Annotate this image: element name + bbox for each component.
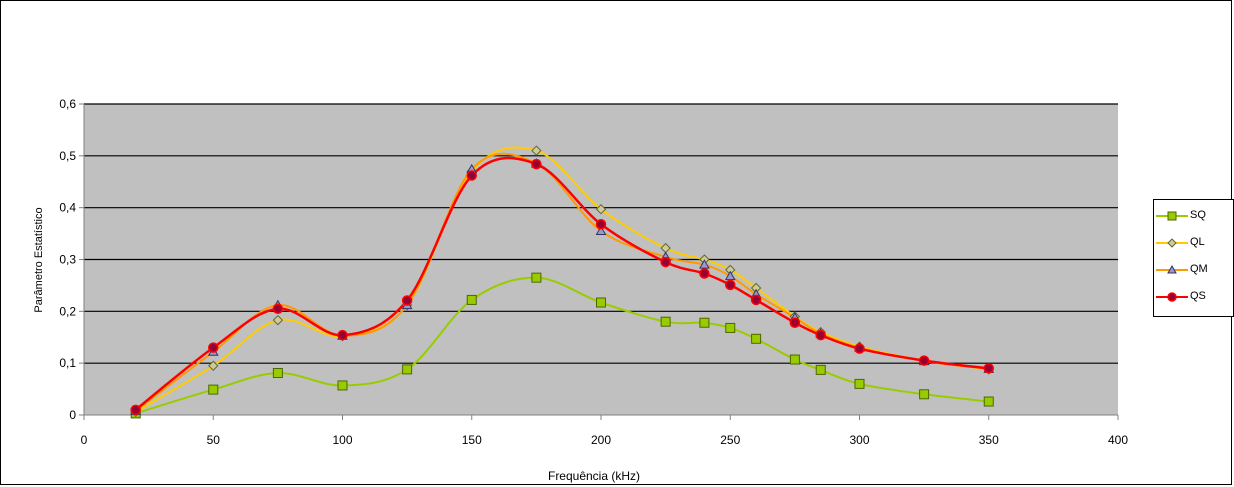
x-tick-label: 0 — [81, 433, 88, 447]
x-tick-label: 350 — [979, 433, 999, 447]
data-point-qm — [699, 259, 710, 269]
data-point-sq — [699, 317, 710, 328]
legend-label: QL — [1190, 236, 1205, 248]
data-point-qs — [789, 317, 801, 328]
series-line-ql — [135, 146, 989, 413]
data-point-ql — [531, 145, 542, 156]
legend-swatch-marker — [1167, 238, 1177, 248]
data-point-ql — [208, 360, 219, 371]
x-axis-title: Frequência (kHz) — [548, 469, 640, 483]
series-line-qm — [135, 152, 989, 412]
y-tick-label: 0,6 — [59, 97, 76, 111]
data-point-sq — [751, 333, 762, 344]
legend-swatch-qm — [1156, 264, 1188, 274]
data-point-qm — [724, 270, 736, 281]
data-point-sq — [815, 364, 826, 375]
data-point-qs — [466, 170, 477, 181]
data-point-sq — [272, 368, 283, 379]
data-point-sq — [660, 316, 671, 327]
data-point-sq — [854, 378, 865, 389]
legend-swatch-marker — [1167, 211, 1177, 221]
data-point-qs — [208, 342, 219, 353]
legend-swatch-qs — [1156, 292, 1188, 302]
data-point-qs — [725, 279, 736, 291]
x-tick-label: 100 — [332, 433, 352, 447]
data-point-sq — [531, 272, 542, 283]
legend-swatch-sq — [1156, 211, 1188, 221]
data-point-qs — [531, 158, 542, 170]
data-point-qs — [401, 295, 413, 306]
data-point-qs — [750, 294, 762, 306]
y-axis-title: Parâmetro Estatístico — [33, 207, 45, 312]
data-point-qs — [854, 343, 865, 354]
x-tick-label: 200 — [591, 433, 611, 447]
legend-item-qs: QS — [1154, 289, 1234, 305]
data-point-qs — [983, 363, 994, 374]
legend-label: SQ — [1190, 209, 1206, 221]
data-point-sq — [208, 384, 219, 395]
x-tick-label: 300 — [849, 433, 869, 447]
y-tick-label: 0,1 — [59, 356, 76, 370]
legend-swatch-marker — [1167, 264, 1177, 274]
y-tick-label: 0,3 — [59, 253, 76, 267]
x-tick-label: 50 — [207, 433, 221, 447]
x-tick-label: 400 — [1108, 433, 1128, 447]
data-point-qs — [815, 329, 826, 341]
data-point-sq — [983, 396, 994, 407]
data-point-sq — [466, 294, 477, 305]
data-point-qs — [337, 329, 348, 341]
data-point-qs — [699, 268, 710, 279]
legend: SQ QL QM QS — [1153, 199, 1234, 317]
legend-swatch-ql — [1156, 238, 1188, 248]
data-point-sq — [596, 297, 606, 308]
data-point-sq — [919, 389, 930, 400]
series-line-sq — [135, 276, 989, 415]
legend-label: QS — [1190, 290, 1206, 302]
legend-item-qm: QM — [1154, 262, 1234, 278]
y-tick-label: 0 — [69, 408, 76, 422]
legend-label: QM — [1190, 263, 1208, 275]
data-point-qs — [918, 355, 930, 366]
data-point-ql — [595, 204, 607, 215]
x-tick-label: 250 — [720, 433, 740, 447]
legend-item-sq: SQ — [1154, 208, 1234, 224]
data-point-sq — [402, 364, 413, 375]
data-point-sq — [789, 354, 800, 365]
y-tick-label: 0,2 — [59, 304, 76, 318]
x-tick-label: 150 — [462, 433, 482, 447]
data-point-sq — [725, 322, 736, 333]
legend-item-ql: QL — [1154, 235, 1234, 251]
data-point-qs — [272, 303, 284, 314]
data-point-sq — [337, 380, 348, 391]
data-point-qs — [660, 256, 671, 268]
legend-swatch-marker — [1167, 292, 1177, 302]
y-tick-label: 0,5 — [59, 149, 76, 163]
series-line-qs — [134, 156, 989, 411]
data-point-qm — [595, 225, 607, 235]
data-point-qs — [595, 219, 607, 230]
data-point-qs — [130, 404, 141, 416]
data-point-ql — [272, 314, 284, 326]
y-tick-label: 0,4 — [59, 201, 76, 215]
